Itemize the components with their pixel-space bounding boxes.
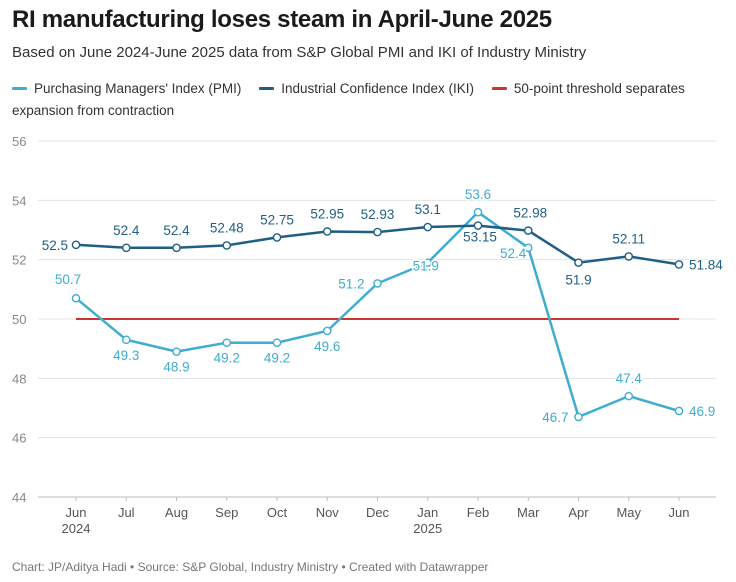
x-tick-label: Feb bbox=[467, 505, 489, 520]
y-tick-label: 52 bbox=[12, 253, 26, 268]
legend-label-threshold: 50-point threshold separates expansion f… bbox=[12, 81, 685, 118]
x-tick-label: Apr bbox=[568, 505, 589, 520]
iki-data-label: 52.75 bbox=[260, 212, 294, 227]
legend-item-pmi: Purchasing Managers' Index (PMI) bbox=[12, 78, 241, 100]
iki-point bbox=[71, 240, 81, 250]
pmi-data-label: 46.7 bbox=[542, 410, 568, 425]
pmi-data-label: 51.9 bbox=[413, 259, 439, 274]
pmi-data-label: 46.9 bbox=[689, 404, 715, 419]
pmi-point bbox=[674, 406, 684, 416]
y-tick-label: 48 bbox=[12, 371, 26, 386]
x-tick-label: Oct bbox=[267, 505, 288, 520]
chart-legend: Purchasing Managers' Index (PMI) Industr… bbox=[12, 78, 724, 122]
x-tick-label: Nov bbox=[316, 505, 340, 520]
iki-point bbox=[322, 227, 332, 236]
pmi-data-label: 52.4 bbox=[500, 246, 527, 261]
pmi-point bbox=[272, 338, 282, 348]
legend-swatch-threshold bbox=[491, 86, 507, 90]
pmi-data-label: 53.6 bbox=[465, 187, 491, 202]
iki-data-label: 52.93 bbox=[361, 207, 395, 222]
iki-point bbox=[222, 241, 232, 250]
x-tick-label: Aug bbox=[165, 505, 188, 520]
iki-data-label: 52.4 bbox=[113, 223, 140, 238]
pmi-data-label: 49.2 bbox=[264, 351, 290, 366]
pmi-point bbox=[523, 243, 533, 253]
pmi-point bbox=[473, 207, 483, 217]
legend-swatch-iki bbox=[259, 86, 275, 90]
iki-data-label: 52.98 bbox=[513, 206, 547, 221]
iki-data-label: 52.48 bbox=[210, 220, 244, 235]
iki-point bbox=[574, 258, 583, 267]
x-tick-label: Jan bbox=[417, 505, 438, 520]
x-tick-label: Mar bbox=[517, 505, 540, 520]
x-tick-sublabel: 2025 bbox=[413, 521, 442, 536]
x-tick-label: Jul bbox=[118, 505, 135, 520]
pmi-data-label: 50.7 bbox=[55, 272, 81, 287]
chart-footer: Chart: JP/Aditya Hadi • Source: S&P Glob… bbox=[12, 560, 489, 574]
legend-item-iki: Industrial Confidence Index (IKI) bbox=[259, 78, 474, 100]
iki-point bbox=[523, 226, 533, 235]
y-tick-label: 44 bbox=[12, 490, 26, 505]
iki-data-label: 51.84 bbox=[689, 257, 723, 272]
legend-label-pmi: Purchasing Managers' Index (PMI) bbox=[34, 81, 242, 96]
iki-point bbox=[272, 233, 282, 242]
pmi-data-label: 49.2 bbox=[214, 351, 240, 366]
iki-data-label: 52.4 bbox=[163, 223, 190, 238]
iki-data-label: 52.11 bbox=[612, 231, 645, 246]
iki-point bbox=[624, 252, 634, 261]
pmi-point bbox=[624, 391, 634, 401]
iki-data-label: 53.1 bbox=[415, 202, 441, 217]
iki-point bbox=[373, 227, 382, 237]
y-tick-label: 54 bbox=[12, 193, 26, 208]
pmi-point bbox=[423, 258, 433, 267]
data-labels: 50.7 49.3 48.9 49.2 49.2 49.6 51.2 51.9 53.6 52.4… bbox=[40, 186, 725, 427]
iki-data-label: 51.9 bbox=[565, 273, 591, 288]
pmi-data-label: 49.6 bbox=[314, 339, 340, 354]
legend-label-iki: Industrial Confidence Index (IKI) bbox=[281, 81, 475, 96]
legend-item-threshold: 50-point threshold separates expansion f… bbox=[12, 81, 685, 118]
pmi-data-label: 51.2 bbox=[338, 276, 364, 291]
x-tick-label: Jun bbox=[669, 505, 690, 520]
pmi-data-label: 47.4 bbox=[616, 371, 643, 386]
series-layer bbox=[71, 207, 684, 422]
pmi-line bbox=[74, 210, 681, 419]
pmi-point bbox=[322, 326, 332, 336]
pmi-point bbox=[373, 279, 382, 288]
pmi-point bbox=[172, 347, 181, 356]
iki-point bbox=[674, 260, 684, 269]
pmi-data-label: 49.3 bbox=[113, 348, 139, 363]
iki-point bbox=[172, 243, 181, 253]
pmi-point bbox=[71, 293, 81, 303]
x-tick-label: Sep bbox=[215, 505, 238, 520]
y-tick-label: 56 bbox=[12, 134, 26, 149]
iki-point bbox=[473, 221, 483, 230]
iki-point bbox=[121, 243, 131, 253]
chart-title: RI manufacturing loses steam in April-Ju… bbox=[12, 6, 552, 33]
pmi-data-label: 48.9 bbox=[163, 360, 189, 375]
x-tick-label: May bbox=[616, 505, 641, 520]
pmi-point bbox=[222, 338, 232, 348]
iki-data-label: 52.95 bbox=[310, 206, 344, 221]
legend-swatch-pmi bbox=[12, 86, 27, 90]
y-tick-label: 50 bbox=[12, 312, 26, 327]
iki-data-label: 53.15 bbox=[463, 230, 497, 245]
iki-data-label: 52.5 bbox=[42, 238, 68, 253]
pmi-point bbox=[121, 335, 131, 345]
x-tick-label: Dec bbox=[366, 505, 390, 520]
y-tick-label: 46 bbox=[12, 431, 26, 446]
x-tick-sublabel: 2024 bbox=[62, 521, 91, 536]
chart-subtitle: Based on June 2024-June 2025 data from S… bbox=[12, 44, 587, 61]
x-tick-label: Jun bbox=[66, 505, 87, 520]
pmi-point bbox=[574, 412, 583, 422]
iki-point bbox=[423, 222, 433, 232]
